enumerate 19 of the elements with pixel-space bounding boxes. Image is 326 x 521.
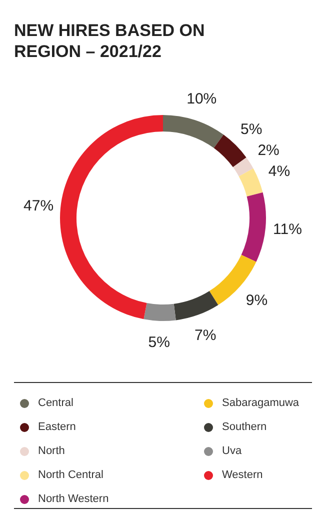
chart-title: NEW HIRES BASED ON REGION – 2021/22 (14, 20, 206, 62)
data-label: 2% (258, 142, 280, 160)
legend-label: Uva (222, 445, 242, 457)
data-label: 5% (240, 120, 262, 138)
data-label: 11% (272, 220, 302, 238)
data-label: 7% (194, 326, 216, 344)
legend-label: Southern (222, 421, 267, 433)
data-label: 4% (268, 163, 290, 180)
data-label: 10% (186, 90, 217, 108)
legend-label: Eastern (38, 421, 76, 433)
data-label: 5% (148, 334, 170, 352)
legend-label: Sabaragamuwa (222, 397, 300, 409)
legend-label: Central (38, 397, 74, 409)
legend-label: North Central (38, 469, 104, 481)
data-label: 47% (24, 197, 54, 214)
legend-label: North Western (38, 493, 109, 505)
data-label: 9% (246, 292, 268, 309)
legend-label: Western (222, 469, 263, 481)
legend-label: North (38, 445, 65, 457)
